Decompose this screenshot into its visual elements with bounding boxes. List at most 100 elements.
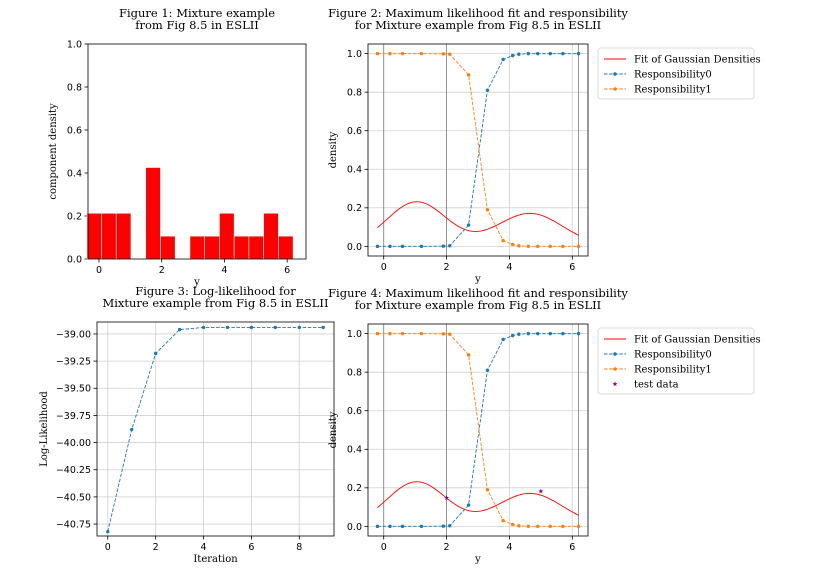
data-point xyxy=(576,51,581,56)
axes-frame xyxy=(87,43,307,260)
y-axis-label: density xyxy=(328,411,339,448)
x-tick-label: 0 xyxy=(96,265,102,276)
histogram-bar xyxy=(101,212,117,260)
legend-marker xyxy=(613,352,617,356)
x-tick-label: 8 xyxy=(296,542,302,553)
data-point xyxy=(561,331,565,336)
ticks: 0.0 0.2 0.4 0.6 0.8 1.0 0 2 4 6 xyxy=(67,39,290,276)
chart-title-line: for Mixture example from Fig 8.5 in ESLI… xyxy=(355,298,601,312)
legend-label: Fit of Gaussian Densities xyxy=(634,55,761,66)
data-point xyxy=(400,51,405,56)
legend-label: test data xyxy=(634,380,679,391)
y-tick-label: 0.4 xyxy=(67,168,82,179)
y-tick-label: 0.2 xyxy=(67,211,82,222)
x-tick-label: 0 xyxy=(105,542,111,553)
legend-marker xyxy=(613,367,617,371)
data-point xyxy=(466,353,471,357)
grid xyxy=(97,322,334,536)
y-tick-label: −39.25 xyxy=(56,357,91,368)
bars xyxy=(86,167,294,260)
data-point xyxy=(576,331,581,336)
x-tick-label: 4 xyxy=(506,542,512,553)
grid xyxy=(368,324,588,536)
y-axis-label: component density xyxy=(48,103,59,200)
x-tick-label: 2 xyxy=(153,542,159,553)
x-tick-label: 4 xyxy=(506,262,512,273)
data-point xyxy=(225,325,230,330)
data-point xyxy=(510,333,515,338)
data-point xyxy=(510,53,515,58)
y-tick-label: 0.0 xyxy=(347,242,362,253)
y-tick-label: 0.0 xyxy=(67,254,82,265)
series-fit-of-gaussian-densities xyxy=(377,481,579,516)
legend-item: test data xyxy=(612,380,679,391)
data-point xyxy=(576,524,581,529)
data-point xyxy=(501,337,505,342)
x-tick-label: 6 xyxy=(569,542,575,553)
series-responsibility0 xyxy=(375,51,581,249)
data-point xyxy=(400,244,405,249)
legend-box xyxy=(597,327,755,395)
legend-label: Responsibility0 xyxy=(634,70,712,81)
histogram-bar xyxy=(145,167,161,260)
series-responsibility0 xyxy=(375,331,581,529)
axes-frame xyxy=(367,323,589,537)
data-point xyxy=(548,331,552,336)
series-fit-of-gaussian-densities xyxy=(377,201,579,236)
data-point xyxy=(485,88,490,92)
data-point xyxy=(177,327,182,332)
x-tick-label: 2 xyxy=(159,265,165,276)
data-point xyxy=(561,244,565,249)
data-point xyxy=(249,325,254,330)
chart-title-line: Figure 3: Log-likelihood for xyxy=(135,284,296,298)
series-line xyxy=(377,53,579,247)
y-tick-label: 0.2 xyxy=(347,203,362,214)
legend-label: Responsibility1 xyxy=(634,365,712,376)
y-tick-label: 0.2 xyxy=(347,483,362,494)
data-point xyxy=(448,332,452,336)
legend-item: Responsibility1 xyxy=(604,85,712,96)
data-point xyxy=(536,331,540,336)
chart-title-line: Mixture example from Fig 8.5 in ESLII xyxy=(102,296,328,310)
histogram-bar xyxy=(115,212,132,260)
x-axis-label: Iteration xyxy=(193,554,238,565)
data-point xyxy=(273,325,278,330)
chart-title-line: Figure 4: Maximum likelihood fit and res… xyxy=(328,286,628,300)
data-point xyxy=(466,503,471,507)
legend-item: Responsibility0 xyxy=(604,70,712,81)
data-point xyxy=(448,524,452,528)
y-tick-label: 0.6 xyxy=(347,126,362,137)
y-axis-label: density xyxy=(328,131,339,168)
series-line xyxy=(377,201,579,236)
data-point xyxy=(388,331,392,336)
data-point xyxy=(388,51,392,56)
y-tick-label: −39.00 xyxy=(56,329,91,340)
data-point xyxy=(297,325,301,330)
legend-item: Responsibility1 xyxy=(604,365,712,376)
data-point xyxy=(448,244,452,248)
legend-item: Responsibility0 xyxy=(604,350,712,361)
x-tick-label: 2 xyxy=(444,262,450,273)
legend: Fit of Gaussian Densities Responsibility0… xyxy=(597,327,761,395)
data-point xyxy=(526,51,530,56)
x-tick-label: 2 xyxy=(444,542,450,553)
axes-frame xyxy=(96,321,335,537)
series-line xyxy=(377,481,579,516)
y-tick-label: 1.0 xyxy=(67,39,82,50)
data-point xyxy=(419,524,424,529)
data-point xyxy=(517,332,521,336)
figure-2-responsibility-plot: 0.0 0.2 0.4 0.6 0.8 1.0 0 2 4 6 Fit of Gaussian De… xyxy=(328,6,761,285)
y-tick-label: −40.25 xyxy=(56,465,91,476)
y-tick-label: 1.0 xyxy=(347,49,362,60)
data-point xyxy=(375,244,380,249)
y-tick-label: 0.8 xyxy=(347,368,362,379)
data-point xyxy=(485,488,490,492)
x-tick-label: 6 xyxy=(569,262,575,273)
y-tick-label: −40.50 xyxy=(56,492,91,503)
y-tick-label: 0.6 xyxy=(347,406,362,417)
data-point xyxy=(419,51,424,56)
chart-title-line: Figure 1: Mixture example xyxy=(119,6,275,20)
data-point xyxy=(536,51,540,56)
data-point xyxy=(388,524,392,529)
data-point xyxy=(321,325,325,330)
